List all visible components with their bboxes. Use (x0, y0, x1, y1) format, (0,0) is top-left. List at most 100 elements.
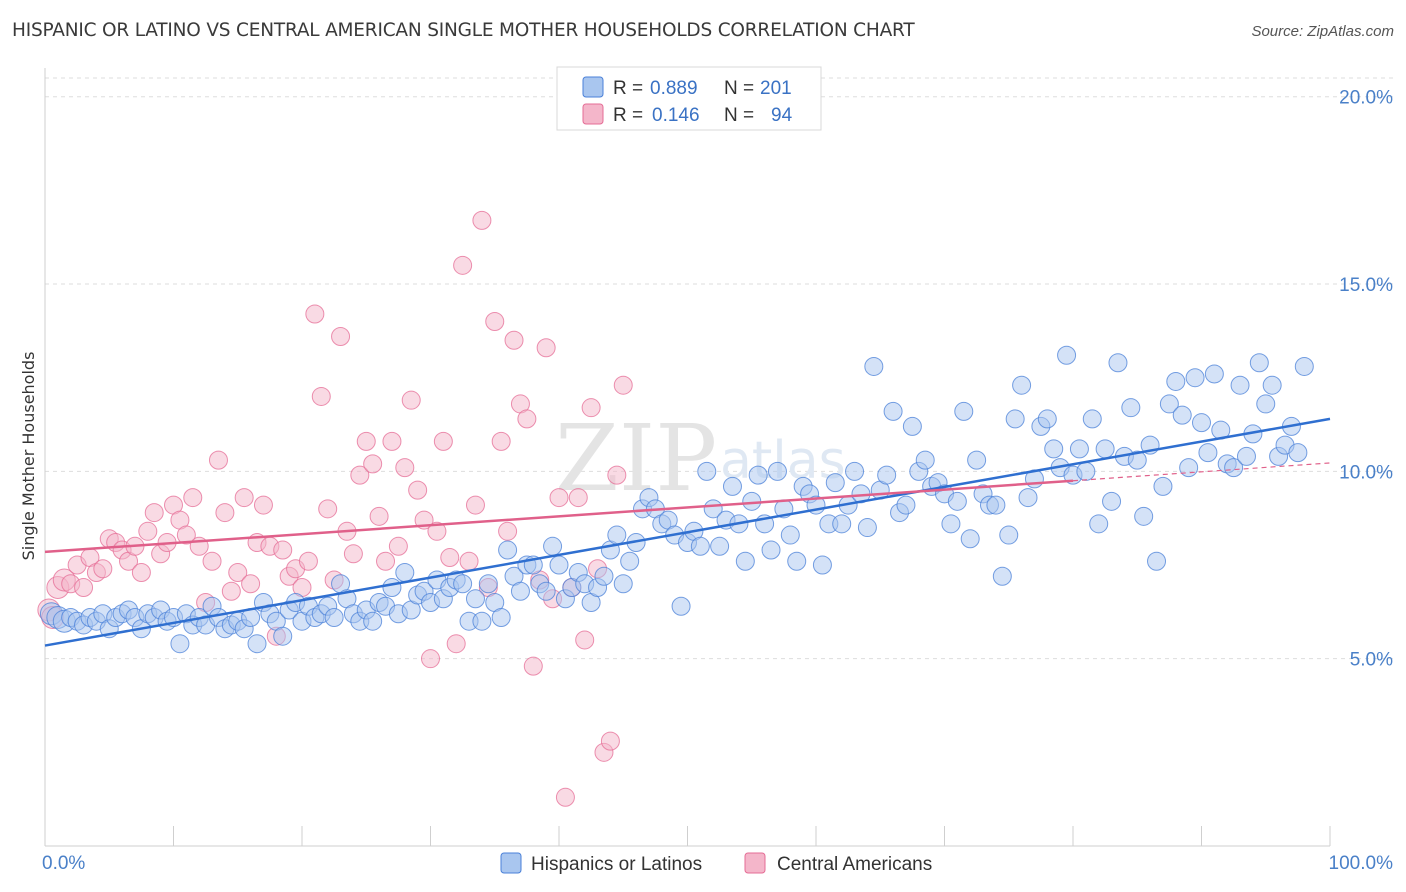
hispanics-point-50 (363, 611, 383, 631)
central-americans-point-26 (202, 551, 222, 571)
hispanics-point-168 (1121, 398, 1141, 418)
hispanics-point-55 (395, 563, 415, 583)
hispanics-point-180 (1198, 443, 1218, 463)
legend-n-label-1: N = (724, 78, 754, 99)
hispanics-point-166 (1108, 353, 1128, 373)
central-americans-point-67 (465, 495, 485, 515)
trend-extension-central-americans (1072, 462, 1331, 482)
hispanics-point-150 (1005, 409, 1025, 429)
central-americans-point-66 (459, 551, 479, 571)
hispanics-point-32 (247, 634, 267, 654)
hispanics-point-102 (697, 461, 717, 481)
hispanics-point-131 (883, 401, 903, 421)
central-americans-point-84 (575, 630, 595, 650)
y-tick-label-3: 20.0% (1339, 88, 1393, 109)
hispanics-point-172 (1147, 551, 1167, 571)
hispanics-point-181 (1204, 364, 1224, 384)
central-americans-point-88 (600, 731, 620, 751)
hispanics-point-71 (498, 540, 518, 560)
bottom-legend-swatch-blue (500, 852, 522, 874)
hispanics-point-133 (896, 495, 916, 515)
central-americans-point-68 (472, 210, 492, 230)
central-americans-point-23 (183, 488, 203, 508)
central-americans-point-72 (498, 521, 518, 541)
series-legend: Hispanics or Latinos Central Americans (500, 852, 932, 875)
axes (44, 68, 1331, 847)
trend-lines (44, 417, 1331, 647)
hispanics-point-98 (671, 596, 691, 616)
central-americans-point-15 (131, 563, 151, 583)
hispanics-point-141 (947, 491, 967, 511)
hispanics-point-178 (1185, 368, 1205, 388)
hispanics-point-78 (543, 536, 563, 556)
central-americans-point-62 (433, 431, 453, 451)
legend-swatch-pink (582, 103, 604, 125)
central-americans-point-34 (253, 495, 273, 515)
central-americans-point-58 (408, 480, 428, 500)
central-americans-point-71 (491, 431, 511, 451)
hispanics-point-64 (453, 574, 473, 594)
hispanics-point-188 (1249, 353, 1269, 373)
hispanics-point-88 (607, 525, 627, 545)
hispanics-point-149 (999, 525, 1019, 545)
central-americans-point-63 (440, 548, 460, 568)
legend-swatch-blue (582, 76, 604, 98)
hispanics-point-170 (1134, 506, 1154, 526)
legend-r-label-2: R = (613, 105, 643, 126)
hispanics-point-155 (1037, 409, 1057, 429)
central-americans-point-73 (504, 330, 524, 350)
hispanics-point-194 (1288, 443, 1308, 463)
hispanics-point-128 (864, 356, 884, 376)
hispanics-point-163 (1089, 514, 1109, 534)
central-americans-point-70 (485, 312, 505, 332)
central-americans-point-85 (581, 398, 601, 418)
hispanics-point-160 (1069, 439, 1089, 459)
central-americans-point-54 (382, 431, 402, 451)
hispanics-point-151 (1012, 375, 1032, 395)
central-americans-point-42 (305, 304, 325, 324)
hispanics-point-148 (992, 566, 1012, 586)
legend-r-value-1: 0.889 (650, 78, 698, 99)
hispanics-point-70 (491, 607, 511, 627)
y-tick-label-1: 10.0% (1339, 462, 1393, 483)
source-credit: Source: ZipAtlas.com (1251, 23, 1394, 40)
y-axis-title: Single Mother Households (19, 352, 38, 561)
hispanics-point-140 (941, 514, 961, 534)
bottom-legend-label-2: Central Americans (777, 854, 932, 875)
legend-r-label-1: R = (613, 78, 643, 99)
hispanics-point-130 (877, 465, 897, 485)
hispanics-point-152 (1018, 488, 1038, 508)
hispanics-point-116 (787, 551, 807, 571)
series-hispanics-or-latinos (39, 345, 1314, 654)
central-americans-point-52 (369, 506, 389, 526)
legend-r-value-2: 0.146 (652, 105, 700, 126)
hispanics-point-165 (1102, 491, 1122, 511)
hispanics-point-113 (767, 461, 787, 481)
x-tick-label-max: 100.0% (1329, 853, 1394, 874)
central-americans-point-56 (395, 458, 415, 478)
central-americans-point-75 (517, 409, 537, 429)
hispanics-point-174 (1159, 394, 1179, 414)
hispanics-point-112 (761, 540, 781, 560)
central-americans-point-57 (401, 390, 421, 410)
hispanics-point-144 (967, 450, 987, 470)
central-americans-point-78 (536, 338, 556, 358)
grid-lines (45, 77, 1395, 660)
hispanics-point-169 (1127, 450, 1147, 470)
chart-title: HISPANIC OR LATINO VS CENTRAL AMERICAN S… (12, 20, 915, 41)
hispanics-point-184 (1224, 458, 1244, 478)
hispanics-point-179 (1192, 413, 1211, 433)
hispanics-point-147 (986, 495, 1006, 515)
correlation-legend: R = 0.889 N = 201 R = 0.146 N = 94 (556, 66, 822, 131)
central-americans-point-48 (343, 544, 363, 564)
series-central-americans (37, 210, 633, 807)
central-americans-point-65 (453, 255, 473, 275)
hispanics-point-73 (510, 581, 530, 601)
hispanics-point-185 (1230, 375, 1250, 395)
legend-n-value-2: 94 (771, 105, 793, 126)
hispanics-point-115 (780, 525, 800, 545)
hispanics-point-186 (1236, 446, 1256, 466)
central-americans-point-53 (376, 551, 396, 571)
hispanics-point-67 (472, 611, 492, 631)
